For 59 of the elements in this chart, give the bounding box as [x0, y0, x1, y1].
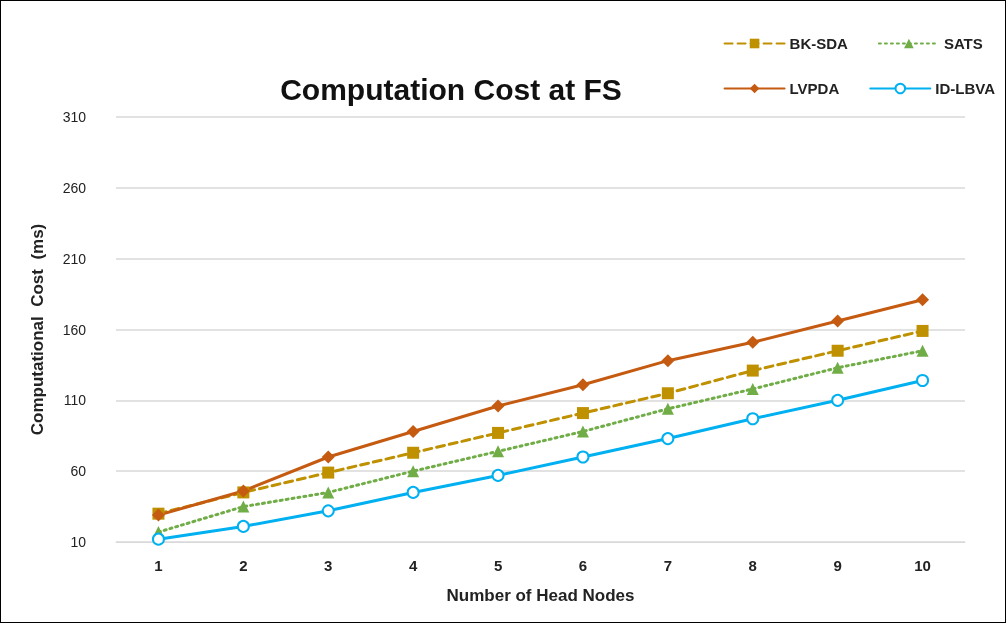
- point: [237, 500, 250, 513]
- point: [151, 532, 165, 546]
- point: [576, 378, 590, 392]
- legend-label: ID-LBVA: [935, 80, 996, 97]
- point: [322, 466, 335, 479]
- y-tick-label: 210: [62, 250, 87, 267]
- point: [407, 446, 420, 459]
- point: [831, 344, 844, 357]
- x-tick-label: 2: [239, 557, 248, 574]
- point: [831, 361, 844, 374]
- point: [576, 450, 590, 464]
- x-tick-label: 7: [663, 557, 673, 574]
- point: [321, 504, 335, 518]
- point: [661, 432, 675, 446]
- y-tick-label: 10: [70, 534, 87, 550]
- point: [916, 374, 930, 387]
- point: [492, 445, 505, 458]
- point: [746, 412, 760, 426]
- point: [746, 383, 759, 395]
- x-axis-title: Number of Head Nodes: [446, 586, 635, 605]
- legend-label: BK-SDA: [789, 35, 849, 52]
- point: [746, 364, 759, 377]
- point: [661, 387, 674, 400]
- point: [236, 519, 250, 533]
- point: [916, 293, 930, 307]
- x-tick-label: 4: [408, 557, 418, 574]
- point: [406, 485, 420, 499]
- point: [406, 425, 420, 438]
- point: [322, 486, 335, 499]
- point: [491, 468, 505, 482]
- point: [492, 426, 505, 439]
- point: [407, 465, 420, 478]
- x-tick-label: 5: [493, 557, 503, 574]
- point: [576, 425, 589, 438]
- x-tick-label: 10: [914, 557, 931, 574]
- legend-label: SATS: [943, 35, 983, 52]
- legend-label: LVPDA: [789, 80, 840, 97]
- point: [576, 407, 589, 420]
- point: [746, 335, 760, 349]
- x-tick-label: 6: [578, 557, 588, 574]
- point: [831, 393, 845, 407]
- y-tick-label: 310: [62, 109, 87, 125]
- point: [831, 314, 845, 328]
- y-axis-title: Computational Cost (ms): [28, 223, 47, 436]
- y-tick-label: 110: [63, 392, 87, 409]
- point: [491, 399, 505, 413]
- point: [661, 402, 674, 415]
- x-tick-label: 1: [154, 557, 163, 574]
- point: [916, 324, 929, 337]
- chart-title: Computation Cost at FS: [280, 72, 622, 106]
- point: [321, 450, 335, 464]
- x-tick-label: 8: [748, 557, 757, 574]
- y-tick-label: 60: [70, 463, 87, 480]
- x-tick-label: 3: [324, 557, 333, 574]
- y-tick-label: 160: [62, 321, 87, 338]
- point: [661, 354, 675, 368]
- y-tick-label: 260: [62, 179, 87, 196]
- point: [916, 344, 929, 357]
- x-tick-label: 9: [833, 557, 842, 574]
